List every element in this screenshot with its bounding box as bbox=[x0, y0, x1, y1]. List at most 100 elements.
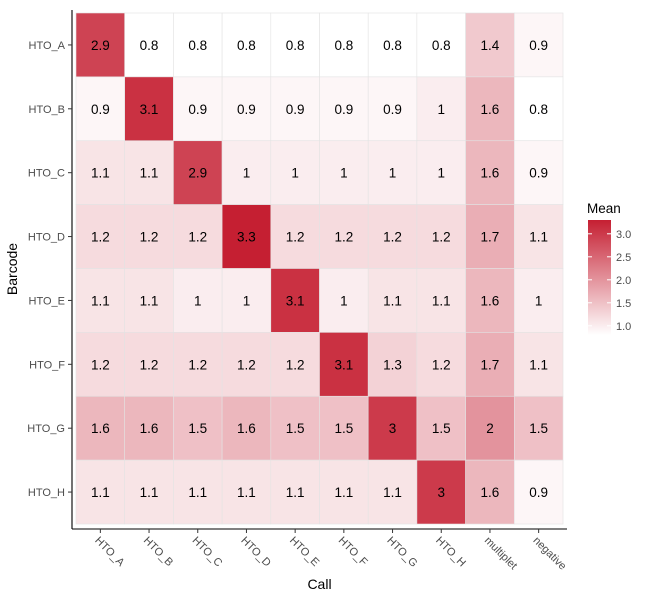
cell-value-label: 2 bbox=[486, 421, 494, 436]
y-tick-label: HTO_H bbox=[28, 487, 65, 499]
heatmap-cell bbox=[513, 12, 564, 78]
cell-value-label: 0.8 bbox=[286, 38, 305, 53]
heatmap-cell bbox=[75, 12, 126, 78]
cell-value-label: 1.2 bbox=[91, 230, 110, 245]
heatmap-cell bbox=[513, 76, 564, 142]
heatmap-cell bbox=[367, 395, 418, 461]
cell-value-label: 1.2 bbox=[237, 357, 256, 372]
heatmap-cell bbox=[173, 12, 223, 78]
y-tick-label: HTO_G bbox=[27, 423, 65, 435]
heatmap-cell bbox=[367, 459, 418, 525]
y-tick-label: HTO_A bbox=[29, 40, 66, 52]
cell-value-label: 1.1 bbox=[91, 485, 110, 500]
heatmap-cell bbox=[270, 12, 320, 78]
cell-value-label: 3.3 bbox=[237, 230, 256, 245]
cell-value-label: 0.9 bbox=[237, 102, 256, 117]
cell-value-label: 1.7 bbox=[481, 230, 500, 245]
heatmap-cell bbox=[319, 76, 369, 142]
legend-ticks: 3.0 2.5 2.0 1.5 1.0 bbox=[588, 229, 631, 333]
y-tick-label: HTO_B bbox=[29, 104, 65, 116]
heatmap-cell bbox=[465, 268, 515, 333]
heatmap-cell bbox=[75, 459, 126, 525]
heatmap-cell bbox=[124, 12, 174, 78]
legend-title: Mean bbox=[587, 201, 621, 216]
heatmap-cell bbox=[319, 268, 369, 333]
cell-value-label: 1.6 bbox=[91, 421, 110, 436]
heatmap-cell bbox=[173, 268, 223, 333]
cell-value-label: 1.1 bbox=[140, 485, 159, 500]
heatmap-cell bbox=[75, 140, 126, 205]
cell-value-label: 1.2 bbox=[432, 357, 451, 372]
cell-value-label: 1.1 bbox=[237, 485, 256, 500]
heatmap-cell bbox=[270, 76, 320, 142]
heatmap-cell bbox=[416, 76, 466, 142]
heatmap-cell bbox=[124, 268, 174, 333]
heatmap-cell bbox=[465, 204, 515, 269]
cell-value-label: 0.8 bbox=[140, 38, 159, 53]
x-axis-title: Call bbox=[307, 576, 331, 592]
cell-value-label: 1.4 bbox=[481, 38, 500, 53]
heatmap-cell bbox=[173, 459, 223, 525]
cell-value-label: 1.5 bbox=[286, 421, 305, 436]
heatmap-cell bbox=[416, 268, 466, 333]
heatmap-cell bbox=[319, 395, 369, 461]
cell-value-label: 3 bbox=[437, 485, 445, 500]
cell-value-label: 1.5 bbox=[529, 421, 548, 436]
y-axis-ticks: HTO_A HTO_B HTO_C HTO_D HTO_E HTO_F HTO_G HTO_H bbox=[27, 40, 72, 499]
heatmap-cell bbox=[319, 459, 369, 525]
heatmap-cells bbox=[75, 12, 564, 525]
heatmap-cell bbox=[465, 140, 515, 205]
cell-value-label: 1.2 bbox=[432, 230, 451, 245]
cell-value-label: 1.1 bbox=[529, 357, 548, 372]
cell-value-label: 0.8 bbox=[188, 38, 207, 53]
heatmap-cell bbox=[221, 332, 272, 397]
cell-value-label: 1.1 bbox=[383, 293, 402, 308]
cell-value-label: 1.2 bbox=[334, 230, 353, 245]
x-tick-label: HTO_H bbox=[433, 535, 468, 570]
heatmap-cell bbox=[270, 268, 320, 333]
cell-value-label: 1 bbox=[535, 293, 543, 308]
heatmap-cell bbox=[367, 140, 418, 205]
cell-value-label: 1.3 bbox=[383, 357, 402, 372]
x-tick-label: HTO_A bbox=[92, 535, 127, 570]
cell-value-label: 1.2 bbox=[188, 230, 207, 245]
x-tick-label: HTO_D bbox=[238, 535, 273, 570]
heatmap-cell bbox=[416, 459, 466, 525]
heatmap-cell bbox=[513, 204, 564, 269]
heatmap-cell bbox=[221, 459, 272, 525]
cell-value-label: 1.1 bbox=[383, 485, 402, 500]
cell-value-label: 0.9 bbox=[334, 102, 353, 117]
cell-value-label: 1.1 bbox=[286, 485, 305, 500]
cell-value-label: 1.7 bbox=[481, 357, 500, 372]
heatmap-cell bbox=[367, 76, 418, 142]
legend-tick-label: 1.5 bbox=[616, 298, 631, 310]
legend-tick-label: 1.0 bbox=[616, 321, 631, 333]
cell-value-label: 0.9 bbox=[188, 102, 207, 117]
heatmap-cell bbox=[465, 395, 515, 461]
heatmap-cell bbox=[124, 459, 174, 525]
cell-value-label: 1.2 bbox=[188, 357, 207, 372]
cell-value-label: 1.2 bbox=[286, 357, 305, 372]
heatmap-cell bbox=[221, 395, 272, 461]
heatmap-cell bbox=[75, 332, 126, 397]
x-tick-label: HTO_G bbox=[384, 535, 419, 570]
cell-value-label: 1.1 bbox=[529, 230, 548, 245]
x-axis-ticks: HTO_A HTO_B HTO_C HTO_D HTO_E HTO_F HTO_G HTO_H… bbox=[92, 529, 568, 573]
legend-tick-label: 3.0 bbox=[616, 229, 631, 241]
y-axis-title: Barcode bbox=[4, 243, 20, 295]
cell-value-label: 1 bbox=[437, 166, 445, 181]
cell-value-label: 1 bbox=[340, 166, 348, 181]
cell-value-label: 1.6 bbox=[481, 293, 500, 308]
cell-value-label: 1 bbox=[340, 293, 348, 308]
heatmap-cell bbox=[221, 76, 272, 142]
cell-value-label: 2.9 bbox=[188, 166, 207, 181]
x-tick-label: negative bbox=[531, 535, 569, 573]
legend-tick-label: 2.0 bbox=[616, 275, 631, 287]
heatmap-cell bbox=[173, 76, 223, 142]
x-tick-label: multiplet bbox=[482, 535, 519, 572]
heatmap-cell bbox=[513, 395, 564, 461]
cell-value-label: 1.1 bbox=[140, 166, 159, 181]
cell-value-label: 1.1 bbox=[432, 293, 451, 308]
heatmap-cell bbox=[465, 332, 515, 397]
cell-value-label: 0.9 bbox=[529, 485, 548, 500]
